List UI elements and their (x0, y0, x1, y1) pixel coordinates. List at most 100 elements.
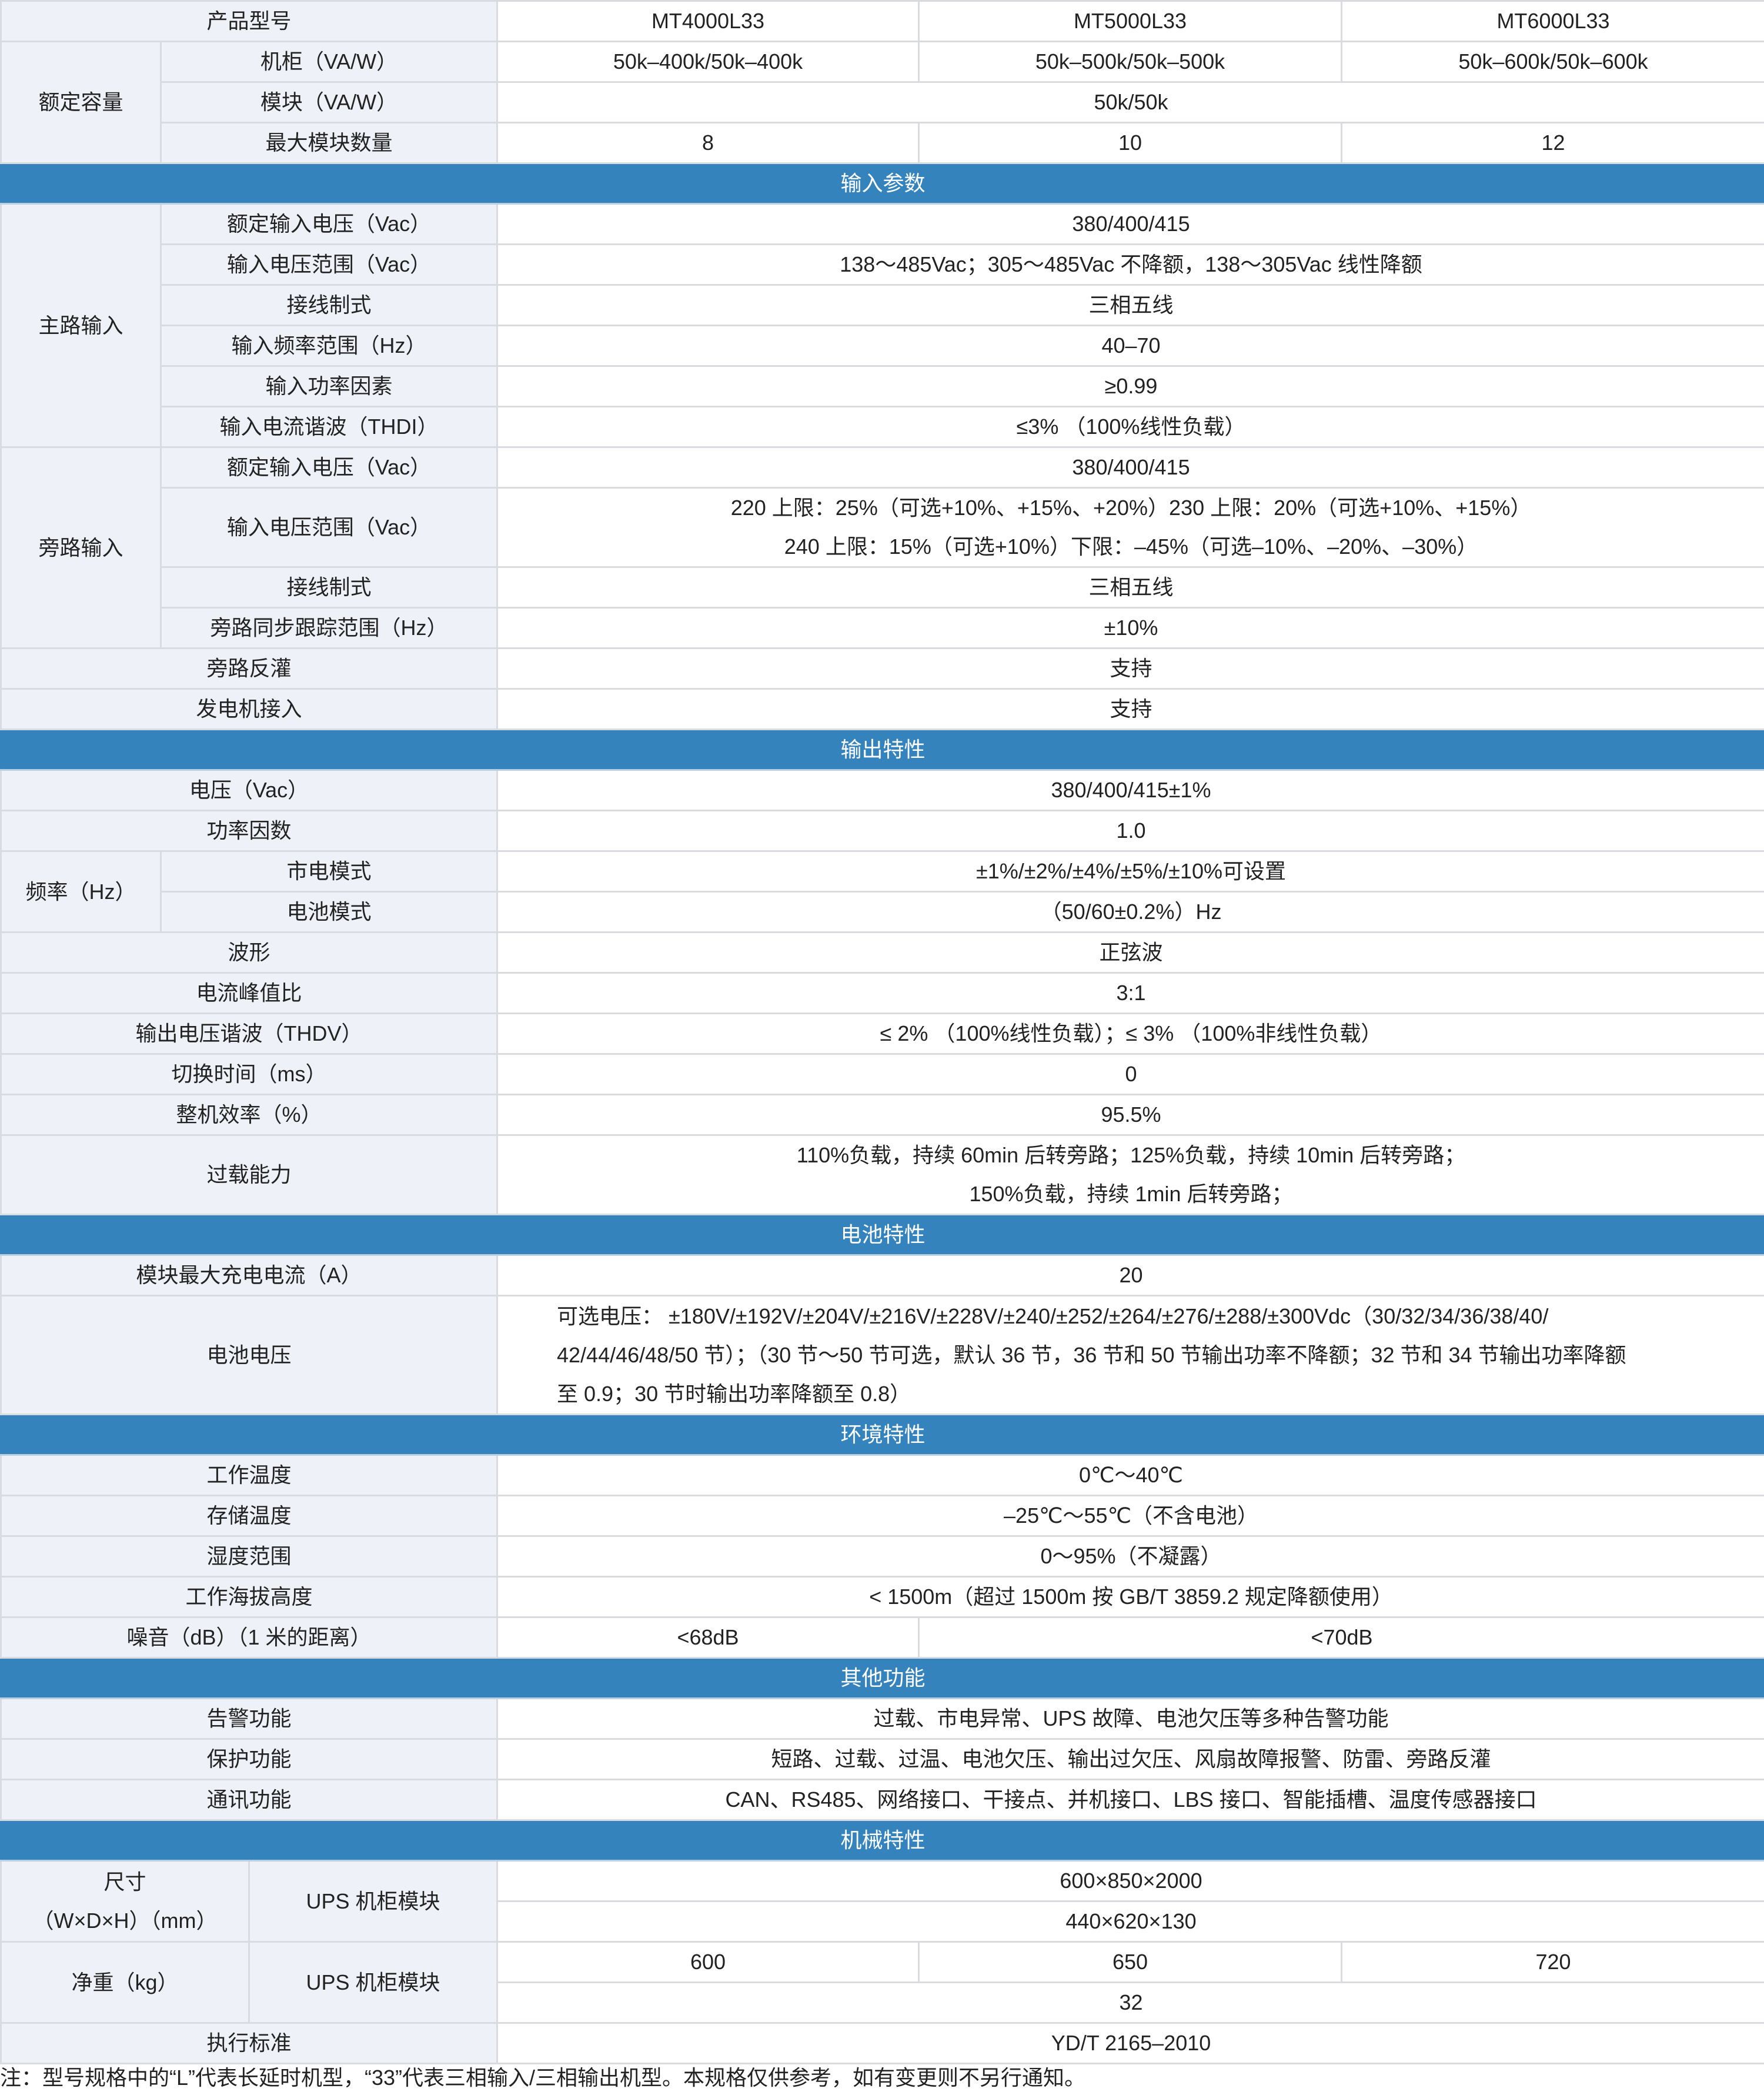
cell-value: 三相五线 (496, 284, 1764, 326)
cell-value: 1.0 (496, 810, 1764, 852)
table-row: 接线制式 三相五线 (1, 284, 1764, 326)
row-label: 整机效率（%） (0, 1094, 499, 1136)
cell-value: 220 上限：25%（可选+10%、+15%、+20%）230 上限：20%（可… (496, 487, 1764, 568)
group-label: 额定容量 (0, 41, 162, 164)
row-label: 切换时间（ms） (0, 1053, 499, 1095)
section-title: 电池特性 (0, 1214, 1764, 1256)
row-label: 最大模块数量 (159, 122, 499, 164)
cell-value: 110%负载，持续 60min 后转旁路；125%负载，持续 10min 后转旁… (496, 1134, 1764, 1215)
cell-value: 0 (496, 1053, 1764, 1095)
cell-value: 50k–500k/50k–500k (918, 41, 1343, 83)
section-header: 电池特性 (0, 1214, 1764, 1256)
cell-value: 过载、市电异常、UPS 故障、电池欠压等多种告警功能 (496, 1697, 1764, 1740)
text-line: 220 上限：25%（可选+10%、+15%、+20%）230 上限：20%（可… (730, 496, 1532, 520)
table-row: 功率因数 1.0 (0, 810, 1764, 852)
cell-value: 三相五线 (496, 566, 1764, 609)
cell-value: 380/400/415 (496, 203, 1764, 245)
table-row: 电池模式 （50/60±0.2%）Hz (1, 891, 1764, 933)
row-label: 额定输入电压（Vac） (159, 203, 499, 245)
cell-value: CAN、RS485、网络接口、干接点、并机接口、LBS 接口、智能插槽、温度传感… (496, 1779, 1764, 1821)
cell-value: 0℃～40℃ (496, 1454, 1764, 1496)
text-line: 尺寸 (103, 1869, 146, 1894)
row-label: 接线制式 (159, 566, 499, 609)
group-label: 频率（Hz） (0, 850, 162, 933)
table-row: 尺寸 （W×D×H）（mm） UPS 机柜模块 600×850×2000 (0, 1860, 1764, 1943)
table-row: 输入电流谐波（THDI） ≤3% （100%线性负载） (1, 406, 1764, 448)
text-line: 42/44/46/48/50 节）；（30 节～50 节可选，默认 36 节，3… (557, 1342, 1626, 1367)
table-row: 旁路同步跟踪范围（Hz） ±10% (1, 607, 1764, 649)
table-row: 模块最大充电电流（A） 20 (0, 1254, 1764, 1296)
cell-value: 0～95%（不凝露） (496, 1535, 1764, 1578)
text-line: 可选电压： ±180V/±192V/±204V/±216V/±228V/±240… (557, 1304, 1549, 1328)
model-name: MT6000L33 (1341, 0, 1764, 42)
cell-value: 138～485Vac；305～485Vac 不降额，138～305Vac 线性降… (496, 243, 1764, 286)
table-row: 噪音（dB）（1 米的距离） <68dB <70dB (0, 1616, 1764, 1659)
row-label: 输入功率因素 (159, 365, 499, 407)
table-row: 电流峰值比 3:1 (0, 972, 1764, 1014)
row-label: 过载能力 (0, 1134, 499, 1215)
table-row: 发电机接入 支持 (0, 688, 1764, 730)
row-label: 机柜（VA/W） (159, 41, 499, 83)
section-header: 其他功能 (0, 1657, 1764, 1699)
row-label: 噪音（dB）（1 米的距离） (0, 1616, 499, 1659)
table-row: 440×620×130 (1, 1900, 1764, 1943)
cell-value: –25℃～55℃（不含电池） (496, 1495, 1764, 1537)
row-label: 执行标准 (0, 2022, 499, 2064)
table-row: 执行标准 YD/T 2165–2010 (0, 2022, 1764, 2064)
table-row: 电池电压 可选电压： ±180V/±192V/±204V/±216V/±228V… (0, 1295, 1764, 1415)
cell-value: 可选电压： ±180V/±192V/±204V/±216V/±228V/±240… (496, 1295, 1764, 1415)
model-name: MT5000L33 (918, 0, 1343, 42)
row-label: 旁路同步跟踪范围（Hz） (159, 607, 499, 649)
table-row: 电压（Vac） 380/400/415±1% (0, 769, 1764, 811)
row-label: 电池电压 (0, 1295, 499, 1415)
table-row: 旁路输入 额定输入电压（Vac） 380/400/415 (0, 446, 1764, 649)
cell-value: 12 (1341, 122, 1764, 164)
row-label: 模块最大充电电流（A） (0, 1254, 499, 1296)
text-line: （W×D×H）（mm） (32, 1908, 218, 1933)
row-label: 模块（VA/W） (159, 81, 499, 123)
row-label: UPS 机柜模块 (248, 1941, 499, 2024)
section-title: 输出特性 (0, 728, 1764, 771)
row-label: 输出电压谐波（THDV） (0, 1012, 499, 1055)
cell-value: ≥0.99 (496, 365, 1764, 407)
table-row: 波形 正弦波 (0, 931, 1764, 974)
cell-value: ≤3% （100%线性负载） (496, 406, 1764, 448)
table-row: 32 (1, 1981, 1764, 2024)
group-label: 尺寸 （W×D×H）（mm） (0, 1860, 250, 1943)
cell-value: < 1500m（超过 1500m 按 GB/T 3859.2 规定降额使用） (496, 1576, 1764, 1618)
row-label: 保护功能 (0, 1738, 499, 1780)
cell-value: 40–70 (496, 325, 1764, 367)
cell-value: 8 (496, 122, 920, 164)
row-label: 旁路反灌 (0, 647, 499, 690)
cell-value: 10 (918, 122, 1343, 164)
row-label: 工作温度 (0, 1454, 499, 1496)
cell-value: 20 (496, 1254, 1764, 1296)
row-label: 输入电流谐波（THDI） (159, 406, 499, 448)
cell-value: YD/T 2165–2010 (496, 2022, 1764, 2064)
row-label: 通讯功能 (0, 1779, 499, 1821)
cell-value: 600 (496, 1941, 920, 1983)
row-label: 市电模式 (159, 850, 499, 893)
text-line: 150%负载，持续 1min 后转旁路； (969, 1182, 1293, 1206)
group-label: 净重（kg） (0, 1941, 250, 2024)
cell-value: 50k/50k (496, 81, 1764, 123)
section-title: 环境特性 (0, 1413, 1764, 1456)
row-label: 功率因数 (0, 810, 499, 852)
row-label: 存储温度 (0, 1495, 499, 1537)
table-row: 告警功能 过载、市电异常、UPS 故障、电池欠压等多种告警功能 (0, 1697, 1764, 1740)
text-line: 至 0.9；30 节时输出功率降额至 0.8） (557, 1381, 911, 1406)
section-title: 其他功能 (0, 1657, 1764, 1699)
cell-value: 600×850×2000 (496, 1860, 1764, 1902)
model-name: MT4000L33 (496, 0, 920, 42)
table-row: 模块（VA/W） 50k/50k (1, 81, 1764, 123)
cell-value: 380/400/415 (496, 446, 1764, 489)
cell-value: ±1%/±2%/±4%/±5%/±10%可设置 (496, 850, 1764, 893)
row-label: 接线制式 (159, 284, 499, 326)
cell-value: ≤ 2% （100%线性负载）；≤ 3% （100%非线性负载） (496, 1012, 1764, 1055)
cell-value: 440×620×130 (496, 1900, 1764, 1943)
table-row: 最大模块数量 8 10 12 (1, 122, 1764, 164)
cell-value: 650 (918, 1941, 1343, 1983)
row-label: 电压（Vac） (0, 769, 499, 811)
model-row: 产品型号 MT4000L33 MT5000L33 MT6000L33 (0, 0, 1764, 42)
table-row: 接线制式 三相五线 (1, 566, 1764, 609)
